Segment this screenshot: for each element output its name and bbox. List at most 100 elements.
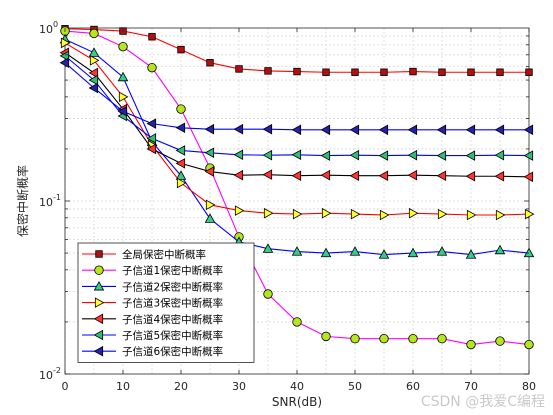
data-point — [524, 208, 535, 220]
data-point — [378, 124, 389, 136]
data-point — [263, 207, 274, 219]
data-point — [117, 71, 129, 82]
data-point — [494, 244, 506, 255]
legend-marker — [93, 345, 104, 357]
data-point — [321, 207, 332, 219]
data-point — [525, 68, 533, 76]
data-point — [350, 333, 360, 344]
data-point — [495, 336, 505, 346]
data-point — [233, 149, 244, 161]
data-point — [436, 124, 447, 136]
data-point — [175, 122, 186, 134]
data-point — [88, 82, 99, 94]
x-axis-label: SNR(dB) — [272, 395, 322, 409]
data-point — [466, 339, 476, 350]
data-point — [175, 170, 187, 180]
data-point — [59, 50, 70, 62]
data-point — [494, 170, 505, 182]
legend: 全局保密中断概率子信道1保密中断概率子信道2保密中断概率子信道3保密中断概率子信… — [77, 242, 255, 363]
legend-marker — [93, 329, 104, 341]
data-point — [320, 247, 332, 258]
data-point — [349, 246, 361, 256]
data-point — [436, 246, 448, 256]
data-point — [407, 149, 418, 161]
data-point — [378, 170, 389, 181]
data-point — [262, 149, 273, 161]
data-point — [379, 333, 389, 344]
data-point — [524, 339, 534, 350]
data-point — [494, 149, 505, 161]
data-point — [59, 57, 70, 68]
data-point — [409, 67, 417, 76]
data-point — [118, 41, 128, 52]
legend-label: 子信道1保密中断概率 — [122, 264, 223, 277]
data-point — [88, 47, 100, 57]
x-tick-label: 40 — [290, 380, 304, 393]
data-point — [320, 150, 331, 161]
data-point — [146, 133, 157, 144]
data-point — [349, 149, 360, 161]
data-point — [89, 28, 99, 39]
data-point — [407, 247, 419, 258]
x-tick-label: 50 — [348, 380, 362, 393]
x-tick-label: 80 — [522, 380, 536, 393]
data-point — [349, 170, 360, 181]
data-point — [407, 124, 418, 136]
data-point — [206, 59, 214, 67]
data-point — [321, 331, 331, 342]
legend-item: 子信道6保密中断概率 — [82, 345, 223, 358]
data-point — [378, 150, 389, 161]
data-point — [523, 124, 534, 136]
data-point — [117, 106, 128, 117]
legend-marker — [95, 250, 103, 258]
data-point — [205, 199, 216, 211]
legend-item: 子信道5保密中断概率 — [82, 329, 223, 342]
data-point — [379, 209, 390, 221]
watermark-text: CSDN @我爱C编程 — [421, 394, 545, 410]
x-tick-label: 20 — [174, 380, 188, 393]
series-2 — [60, 26, 534, 350]
data-point — [204, 147, 215, 159]
data-point — [291, 246, 303, 256]
data-point — [437, 208, 448, 220]
data-point — [148, 33, 156, 41]
series-3 — [59, 33, 535, 259]
data-point — [496, 68, 504, 76]
data-point — [408, 207, 419, 219]
data-point — [466, 209, 477, 221]
data-point — [262, 123, 273, 135]
data-point — [465, 170, 476, 182]
x-tick-label: 70 — [464, 380, 478, 393]
series-1 — [61, 25, 533, 76]
data-point — [233, 123, 244, 135]
data-point — [322, 68, 330, 76]
legend-label: 子信道5保密中断概率 — [122, 329, 223, 342]
data-point — [235, 65, 243, 73]
legend-item: 子信道1保密中断概率 — [82, 264, 223, 277]
data-point — [380, 68, 388, 76]
legend-marker — [94, 265, 104, 275]
x-tick-label: 30 — [232, 380, 246, 393]
data-point — [262, 243, 274, 253]
data-point — [291, 124, 302, 136]
legend-marker — [93, 280, 105, 291]
legend-item: 子信道4保密中断概率 — [82, 313, 223, 326]
data-point — [320, 124, 331, 136]
data-point — [523, 247, 535, 258]
data-point — [465, 150, 476, 161]
data-point — [292, 208, 303, 220]
data-point — [350, 208, 361, 220]
legend-label: 子信道2保密中断概率 — [122, 280, 223, 293]
grid — [64, 28, 530, 374]
data-point — [351, 68, 359, 76]
data-point — [291, 170, 302, 181]
data-point — [233, 169, 244, 181]
data-point — [465, 124, 476, 136]
data-point — [177, 45, 185, 54]
data-point — [176, 104, 186, 114]
legend-item: 子信道3保密中断概率 — [82, 297, 223, 310]
data-point — [263, 289, 273, 299]
data-point — [234, 205, 245, 216]
